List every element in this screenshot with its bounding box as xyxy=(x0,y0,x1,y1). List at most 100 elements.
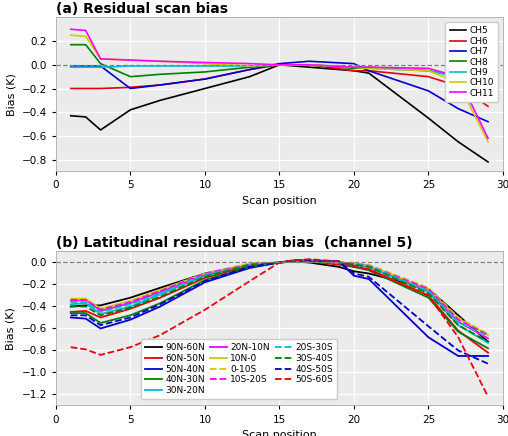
30N-20N xyxy=(336,260,342,265)
10N-0 xyxy=(246,261,252,266)
50S-60S xyxy=(306,256,312,262)
20N-10N xyxy=(98,308,104,313)
40S-50S xyxy=(336,259,342,264)
CH9 xyxy=(306,62,312,68)
CH10 xyxy=(366,66,372,71)
CH11 xyxy=(455,74,461,79)
CH5 xyxy=(246,74,252,79)
40S-50S xyxy=(425,324,431,329)
50S-60S xyxy=(366,268,372,273)
CH5 xyxy=(157,98,163,103)
30S-40S xyxy=(425,291,431,296)
10N-0 xyxy=(455,316,461,321)
CH9 xyxy=(202,63,208,68)
CH11 xyxy=(68,27,74,32)
50S-60S xyxy=(425,293,431,298)
60N-50N xyxy=(351,264,357,269)
CH6 xyxy=(68,86,74,91)
40N-30N xyxy=(98,320,104,326)
0-10S xyxy=(83,296,89,301)
CH8 xyxy=(202,69,208,75)
Line: 50S-60S: 50S-60S xyxy=(71,259,488,397)
X-axis label: Scan position: Scan position xyxy=(242,430,317,436)
20N-10N xyxy=(291,259,297,264)
CH9 xyxy=(276,62,282,68)
CH10 xyxy=(202,61,208,66)
30S-40S xyxy=(128,305,134,310)
CH9 xyxy=(246,63,252,68)
50S-60S xyxy=(157,333,163,338)
20N-10N xyxy=(306,259,312,264)
CH5 xyxy=(455,139,461,144)
CH10 xyxy=(455,80,461,85)
CH11 xyxy=(83,28,89,33)
50N-40N xyxy=(202,279,208,285)
50S-60S xyxy=(83,347,89,352)
20S-30S xyxy=(83,300,89,305)
50N-40N xyxy=(83,316,89,321)
40S-50S xyxy=(202,279,208,284)
10S-20S xyxy=(202,271,208,276)
10N-0 xyxy=(83,296,89,301)
CH5 xyxy=(276,62,282,68)
50N-40N xyxy=(351,273,357,278)
CH8 xyxy=(68,42,74,47)
Line: 90N-60N: 90N-60N xyxy=(71,262,488,342)
50N-40N xyxy=(425,335,431,340)
50N-40N xyxy=(306,258,312,263)
CH7 xyxy=(157,82,163,88)
CH10 xyxy=(276,62,282,68)
40S-50S xyxy=(128,315,134,320)
0-10S xyxy=(202,271,208,276)
CH6 xyxy=(202,76,208,82)
CH8 xyxy=(157,72,163,77)
0-10S xyxy=(276,260,282,265)
Line: 0-10S: 0-10S xyxy=(71,262,488,334)
60N-50N xyxy=(485,350,491,355)
50S-60S xyxy=(202,307,208,313)
CH6 xyxy=(157,82,163,88)
0-10S xyxy=(425,285,431,290)
CH10 xyxy=(128,58,134,63)
Line: 60N-50N: 60N-50N xyxy=(71,262,488,353)
40N-30N xyxy=(306,259,312,264)
10S-20S xyxy=(68,297,74,303)
60N-50N xyxy=(128,306,134,311)
CH10 xyxy=(83,34,89,39)
50S-60S xyxy=(336,259,342,264)
10N-0 xyxy=(128,298,134,303)
CH5 xyxy=(485,159,491,164)
CH5 xyxy=(202,86,208,91)
60N-50N xyxy=(202,275,208,280)
20N-10N xyxy=(68,298,74,303)
CH8 xyxy=(351,66,357,71)
30N-20N xyxy=(485,340,491,345)
CH8 xyxy=(306,62,312,68)
10S-20S xyxy=(291,259,297,264)
10S-20S xyxy=(306,259,312,264)
CH10 xyxy=(351,65,357,70)
50S-60S xyxy=(98,352,104,358)
30N-20N xyxy=(276,260,282,265)
30S-40S xyxy=(306,259,312,264)
50S-60S xyxy=(291,258,297,263)
30S-40S xyxy=(68,304,74,309)
CH11 xyxy=(366,65,372,70)
CH9 xyxy=(485,80,491,85)
50S-60S xyxy=(246,279,252,284)
CH6 xyxy=(351,68,357,73)
50N-40N xyxy=(157,304,163,309)
30N-20N xyxy=(157,292,163,297)
20S-30S xyxy=(98,310,104,315)
90N-60N xyxy=(306,260,312,265)
CH9 xyxy=(366,66,372,71)
50N-40N xyxy=(98,326,104,331)
0-10S xyxy=(336,260,342,265)
30S-40S xyxy=(351,262,357,267)
Line: 30S-40S: 30S-40S xyxy=(71,262,488,342)
CH6 xyxy=(276,62,282,68)
30N-20N xyxy=(306,259,312,264)
20N-10N xyxy=(202,272,208,277)
Line: 40N-30N: 40N-30N xyxy=(71,262,488,348)
40S-50S xyxy=(98,323,104,328)
